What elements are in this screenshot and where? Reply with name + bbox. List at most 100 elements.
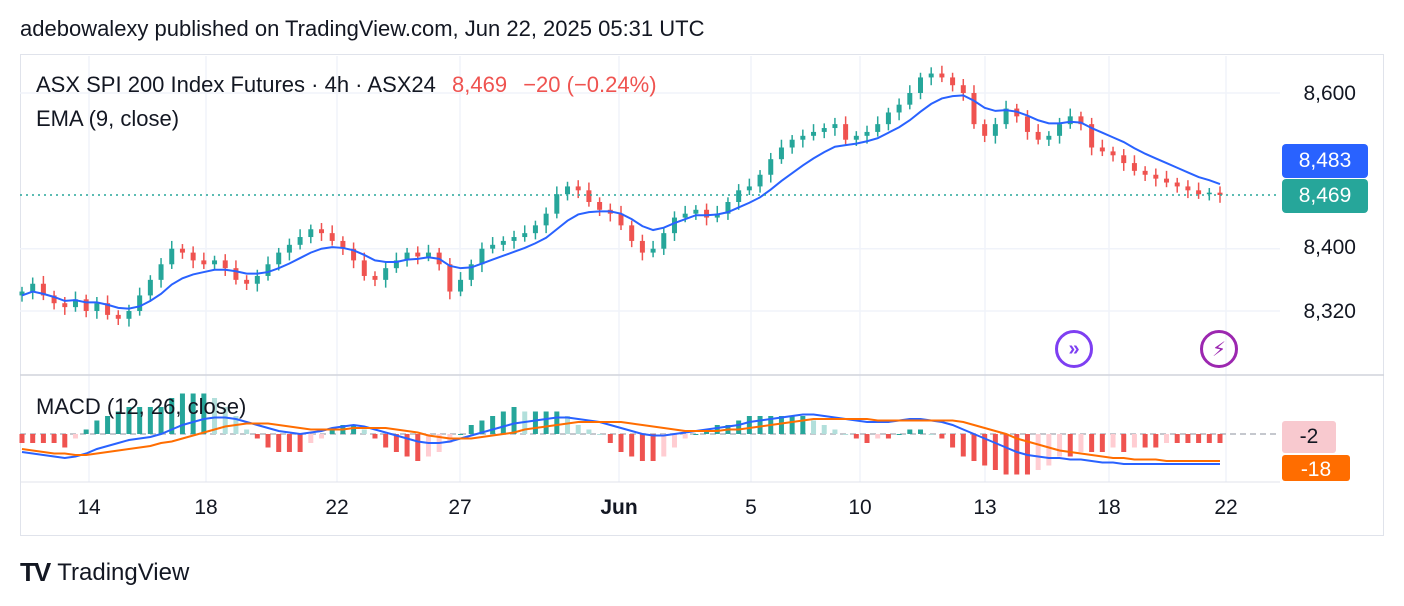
x-axis-label: 27	[448, 496, 472, 519]
candle-body	[896, 104, 902, 113]
candle-body	[532, 225, 538, 234]
macd-hist-bar	[404, 434, 410, 457]
symbol-legend[interactable]: ASX SPI 200 Index Futures · 4h · ASX24 8…	[36, 72, 657, 98]
candles-layer	[19, 65, 1223, 327]
macd-hist-bar	[297, 434, 303, 452]
macd-hist-bar	[789, 416, 795, 434]
candle-body	[319, 229, 324, 234]
macd-hist-bar	[254, 434, 260, 439]
macd-hist-bar	[393, 434, 399, 452]
macd-hist-bar	[543, 411, 549, 434]
macd-hist-bar	[19, 434, 25, 443]
macd-hist-bar	[276, 434, 282, 452]
macd-hist-bar	[500, 411, 506, 434]
candle-body	[1003, 108, 1009, 125]
macd-hist-bar	[361, 429, 367, 434]
macd-hist-bar	[532, 411, 538, 434]
candle-body	[222, 260, 228, 269]
macd-hist-bar	[201, 393, 207, 434]
macd-hist-bar	[832, 429, 838, 434]
candle-body	[233, 268, 239, 280]
candle-body	[490, 244, 496, 249]
macd-hist-bar	[425, 434, 431, 457]
candle-body	[1206, 192, 1212, 195]
macd-hist-bar	[982, 434, 988, 466]
macd-hist-bar	[757, 416, 763, 434]
candle-body	[1024, 116, 1030, 132]
x-axis-label: 18	[194, 496, 218, 519]
macd-hist-bar	[864, 434, 870, 443]
macd-hist-bar	[169, 398, 175, 434]
candle-body	[789, 139, 795, 148]
macd-hist-bar	[479, 420, 485, 434]
y-axis-label: 8,400	[1303, 236, 1356, 259]
macd-hist-bar	[639, 434, 645, 461]
candle-body	[1174, 182, 1180, 187]
macd-hist-bar	[992, 434, 998, 470]
candle-body	[746, 186, 752, 191]
candle-body	[704, 209, 710, 218]
macd-hist-bar	[94, 420, 100, 434]
candle-body	[864, 131, 870, 136]
candle-body	[51, 295, 57, 304]
x-axis-label: 22	[325, 496, 349, 519]
macd-hist-bar	[1035, 434, 1041, 470]
candle-body	[19, 291, 25, 296]
candle-body	[939, 73, 945, 78]
candle-body	[597, 202, 603, 210]
ema-price-tag: 8,483	[1282, 144, 1368, 178]
macd-hist-bar	[1089, 434, 1095, 452]
macd-hist-bar	[158, 407, 164, 434]
macd-hist-bar	[843, 434, 849, 435]
candle-body	[853, 135, 859, 140]
candle-body	[1089, 124, 1095, 148]
ema-legend[interactable]: EMA (9, close)	[36, 106, 180, 131]
macd-hist-bar	[1131, 434, 1137, 448]
candle-body	[1185, 186, 1191, 191]
macd-hist-bar	[661, 434, 667, 457]
macd-hist-bar	[1142, 434, 1148, 448]
macd-hist-bar	[907, 429, 913, 434]
macd-hist-bar	[853, 434, 859, 439]
macd-hist-bar	[671, 434, 677, 448]
x-axis-label: 5	[745, 496, 757, 519]
candle-body	[725, 202, 731, 214]
candle-body	[1067, 116, 1073, 125]
macd-hist-bar	[1046, 434, 1052, 466]
macd-hist-bar	[821, 425, 827, 434]
macd-hist-bar	[51, 434, 57, 443]
macd-hist-bar	[1206, 434, 1212, 443]
macd-hist-bar	[875, 434, 881, 439]
macd-legend[interactable]: MACD (12, 26, close)	[36, 394, 247, 419]
candle-body	[1217, 192, 1223, 195]
candle-body	[276, 252, 282, 265]
candle-body	[190, 252, 196, 261]
candle-body	[383, 268, 389, 280]
candle-body	[768, 159, 774, 175]
candle-body	[115, 314, 121, 319]
symbol-title: ASX SPI 200 Index Futures · 4h · ASX24	[36, 72, 436, 97]
candle-body	[565, 186, 571, 195]
macd-hist-bar	[629, 434, 635, 457]
candle-body	[1057, 124, 1063, 136]
macd-hist-bar	[1217, 434, 1223, 443]
candle-body	[1046, 135, 1052, 140]
x-axis-label: 18	[1097, 496, 1121, 519]
candle-body	[693, 209, 699, 214]
macd-hist-bar	[105, 416, 111, 434]
last-price-value: 8,469	[452, 72, 508, 97]
flash-event-icon[interactable]: ⚡	[1200, 330, 1238, 368]
candle-body	[72, 299, 78, 308]
candle-body	[885, 112, 891, 125]
macd-hist-bar	[1174, 434, 1180, 443]
macd-hist-bar	[308, 434, 314, 443]
macd-hist-bar	[746, 416, 752, 434]
candle-body	[447, 264, 453, 292]
candle-body	[821, 128, 827, 132]
candle-body	[714, 213, 720, 218]
candle-body	[126, 311, 132, 319]
economic-event-icon[interactable]: »	[1055, 330, 1093, 368]
macd-hist-bar	[147, 407, 153, 434]
candle-body	[907, 93, 913, 105]
